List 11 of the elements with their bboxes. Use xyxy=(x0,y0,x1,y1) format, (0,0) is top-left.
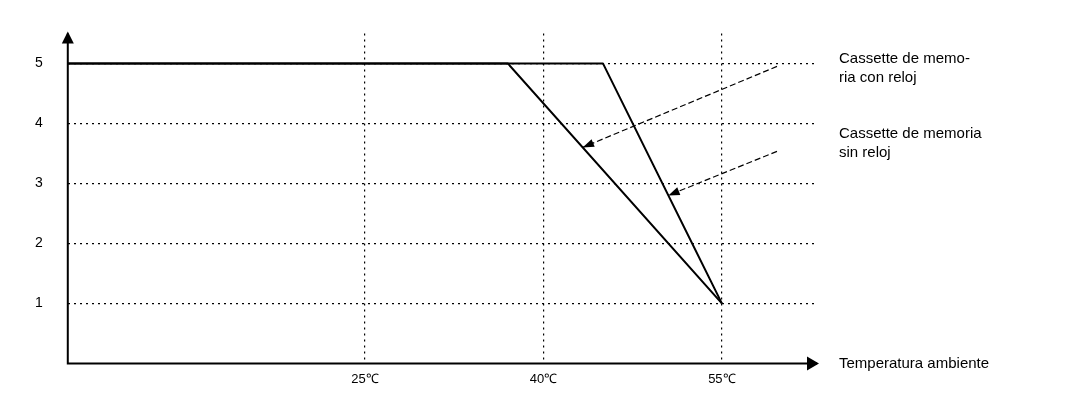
x-axis-title: Temperatura ambiente xyxy=(839,353,990,371)
text: Cassette de memoria sin reloj xyxy=(839,123,983,160)
x-tick-label: 40℃ xyxy=(529,370,558,386)
x-tick-label: 25℃ xyxy=(351,370,379,386)
y-tick-label: 4 xyxy=(34,114,43,131)
y-tick-label: 3 xyxy=(34,174,43,191)
y-tick-label: 5 xyxy=(34,54,43,71)
text: Cassette de memo- ria con reloj xyxy=(839,48,970,85)
y-tick-label: 1 xyxy=(34,294,43,311)
y-tick-label: 2 xyxy=(34,234,43,251)
x-tick-label: 55℃ xyxy=(708,370,736,386)
